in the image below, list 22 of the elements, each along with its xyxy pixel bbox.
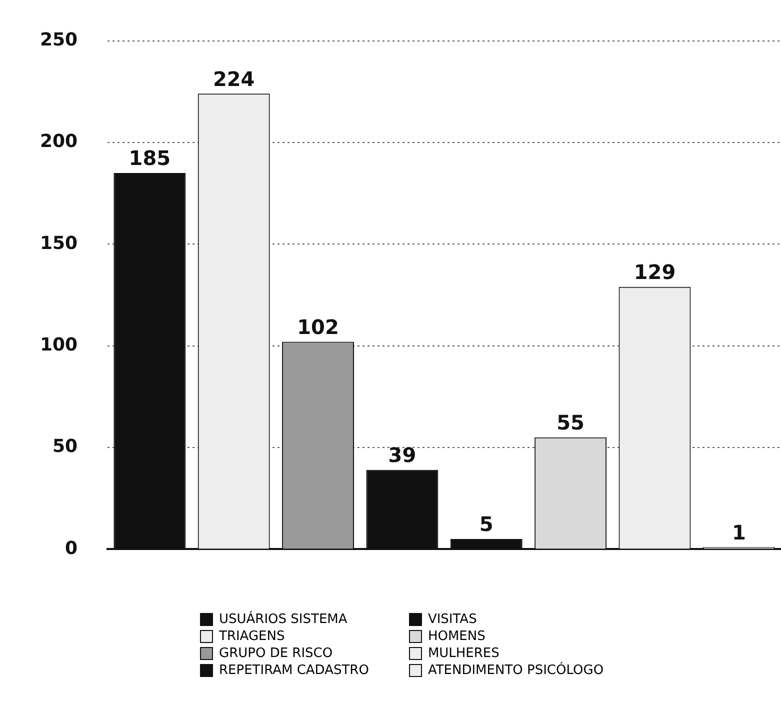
y-tick-label: 0 — [65, 538, 78, 559]
legend-label: TRIAGENS — [219, 629, 285, 644]
data-label: 39 — [388, 443, 416, 468]
data-label: 5 — [479, 512, 494, 536]
data-label: 102 — [297, 314, 339, 339]
data-label: 55 — [556, 410, 584, 435]
legend-label: ATENDIMENTO PSICÓLOGO — [428, 663, 604, 678]
legend-label: HOMENS — [428, 629, 486, 644]
data-label: 129 — [634, 260, 676, 284]
data-label: 185 — [128, 146, 171, 170]
y-tick-label: 200 — [40, 131, 78, 152]
data-label: 224 — [212, 66, 255, 91]
y-tick-label: 50 — [52, 436, 78, 458]
legend-label: MULHERES — [428, 646, 500, 661]
legend-label: VISITAS — [428, 612, 477, 627]
y-tick-label: 150 — [40, 232, 78, 254]
legend-label: REPETIRAM CADASTRO — [219, 663, 369, 678]
legend-label: GRUPO DE RISCO — [219, 646, 333, 661]
y-tick-label: 250 — [40, 29, 78, 50]
data-label: 1 — [732, 520, 746, 544]
y-tick-label: 100 — [40, 334, 78, 356]
legend-label: USUÁRIOS SISTEMA — [219, 612, 348, 627]
